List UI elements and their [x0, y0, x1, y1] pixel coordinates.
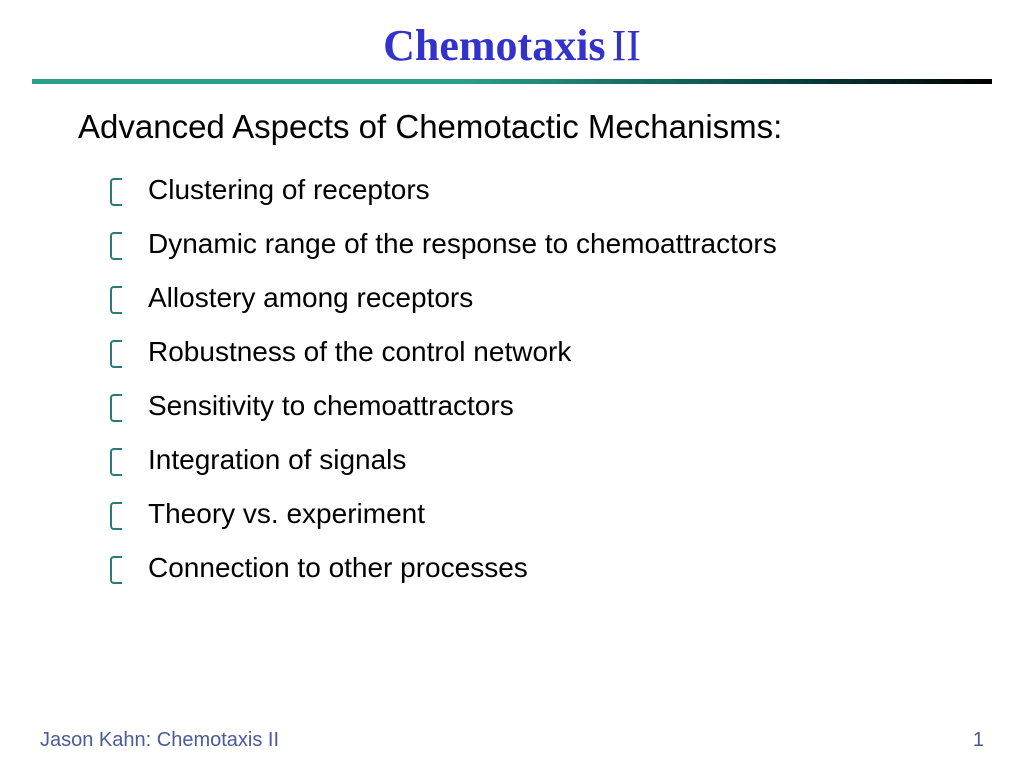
title-divider: [32, 79, 992, 84]
slide-title: ChemotaxisII: [0, 0, 1024, 79]
list-item: Connection to other processes: [110, 552, 1024, 584]
list-item: Clustering of receptors: [110, 174, 1024, 206]
list-item: Allostery among receptors: [110, 282, 1024, 314]
list-item: Integration of signals: [110, 444, 1024, 476]
subtitle: Advanced Aspects of Chemotactic Mechanis…: [78, 108, 1024, 146]
bullet-list: Clustering of receptors Dynamic range of…: [110, 174, 1024, 584]
title-word-1: Chemotaxis: [383, 21, 605, 70]
list-item: Sensitivity to chemoattractors: [110, 390, 1024, 422]
list-item: Robustness of the control network: [110, 336, 1024, 368]
slide-footer: Jason Kahn: Chemotaxis II 1: [40, 729, 984, 752]
list-item: Theory vs. experiment: [110, 498, 1024, 530]
title-word-2: II: [612, 21, 641, 70]
list-item: Dynamic range of the response to chemoat…: [110, 228, 1024, 260]
footer-author: Jason Kahn: Chemotaxis II: [40, 729, 279, 752]
footer-page-number: 1: [973, 729, 984, 752]
